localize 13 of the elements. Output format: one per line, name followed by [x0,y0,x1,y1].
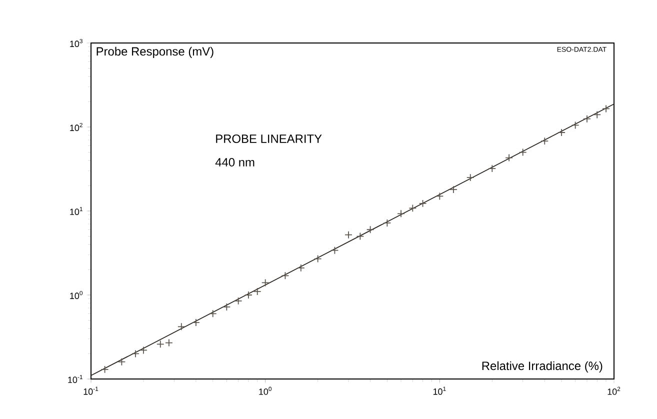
y-tick-label: 10$^{0}$ [70,290,83,300]
y-tick-label: 10$^{-1}$ [68,375,82,384]
x-tick-label: 10$^{1}$ [433,386,446,395]
y-tick-label: 10$^{3}$ [70,38,82,48]
y-tick-label: 10$^{1}$ [70,206,82,216]
x-tick-label: 10$^{0}$ [259,386,272,395]
text: 440 nm [215,158,254,166]
y-tick-label: 10$^{2}$ [70,122,82,132]
y-axis-title: Probe Response (mV) [96,46,214,58]
x-tick-label: 10$^{-1}$ [84,386,98,395]
x-tick-label: 10$^{2}$ [608,386,620,395]
x-axis-title: Relative Irradiance (%) [482,361,602,372]
text: PROBE LINEARITY [216,134,322,143]
